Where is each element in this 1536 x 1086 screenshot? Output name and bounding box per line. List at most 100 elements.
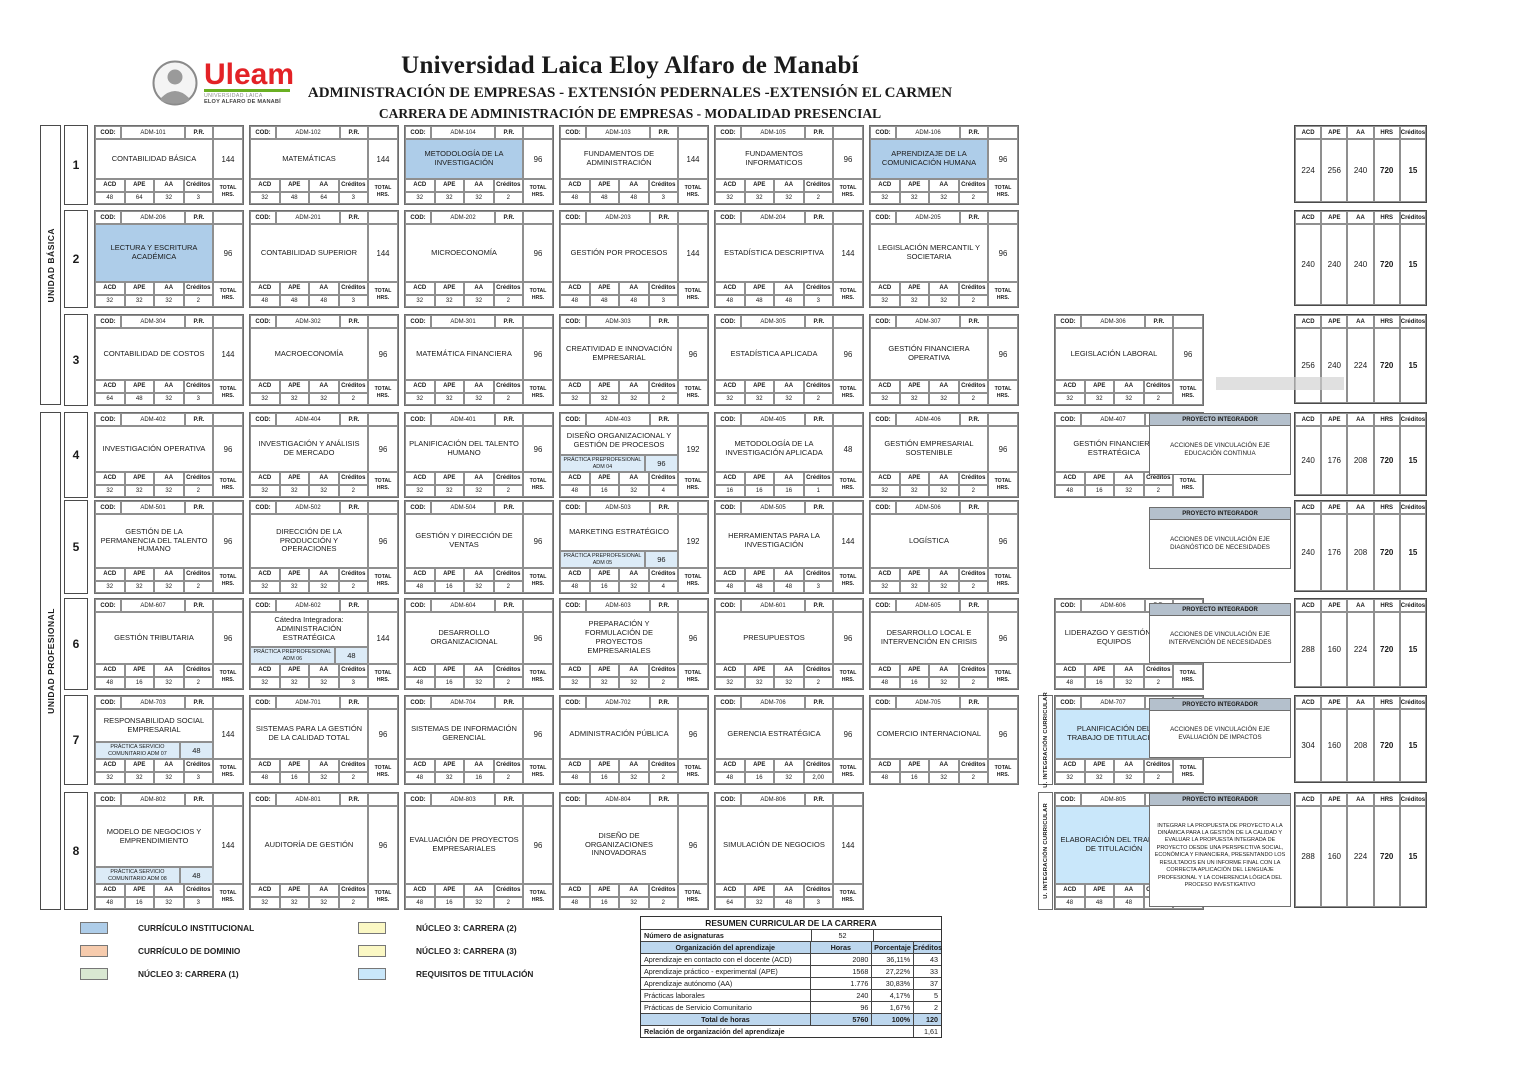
acd-value: 32 [405,392,435,405]
course-card-body: CONTABILIDAD DE COSTOS 144 [95,328,243,380]
creditos-value: 4 [648,484,678,497]
logo-text: Uleam UNIVERSIDAD LAICA ELOY ALFARO DE M… [204,60,294,105]
creditos-header: Créditos [338,884,368,897]
uleam-logo: Uleam UNIVERSIDAD LAICA ELOY ALFARO DE M… [152,60,294,106]
course-card-body: GESTIÓN FINANCIERA OPERATIVA 96 [870,328,1018,380]
course-card-footer: ACD APE AA Créditos 16 16 16 1 TOTAL HRS. [715,472,863,497]
pr-label: P.R. [495,793,523,806]
acd-header: ACD [405,179,435,192]
course-code: ADM-402 [121,413,185,426]
course-total-hours: 96 [678,709,708,759]
creditos-header: Créditos [803,884,833,897]
course-card-footer: ACD APE AA Créditos 48 64 32 3 TOTAL HRS. [95,179,243,204]
pr-label: P.R. [340,413,368,426]
legend-swatch [80,944,108,957]
aa-value: 32 [154,191,184,204]
course-name: GESTIÓN DE LA PERMANENCIA DEL TALENTO HU… [95,514,213,568]
acd-value: 48 [1055,676,1085,689]
creditos-header: Créditos [803,179,833,192]
acd-header: ACD [560,759,590,772]
ape-value: 16 [1084,676,1114,689]
ape-header: APE [744,664,774,677]
acd-header: ACD [560,884,590,897]
acd-value: 32 [560,676,590,689]
ape-value: 32 [899,580,929,593]
course-code: ADM-802 [121,793,185,806]
hours-breakdown: ACD APE AA Créditos 48 16 32 2 [1055,664,1173,689]
proyecto-integrador-box: PROYECTO INTEGRADOR ACCIONES DE VINCULACI… [1149,603,1291,663]
total-hrs-label: TOTAL HRS. [213,380,243,405]
acd-value: 32 [1055,771,1085,784]
course-name: ESTADÍSTICA DESCRIPTIVA [715,224,833,282]
totals-value-row: 288 160 224 720 15 [1295,806,1427,907]
semester-courses: COD: ADM-703 P.R. RESPONSABILIDAD SOCIAL EM… [94,692,1204,788]
creditos-header: Créditos [648,759,678,772]
total-hrs-label: TOTAL HRS. [833,282,863,307]
course-card-header: COD: ADM-803 P.R. [405,793,553,806]
hours-breakdown: ACD APE AA Créditos 32 32 32 2 [870,472,988,497]
acd-value: 32 [405,191,435,204]
acd-header: ACD [560,380,590,393]
semester-courses: COD: ADM-206 P.R. LECTURA Y ESCRITURA ACADÉ… [94,210,1204,308]
acd-header: ACD [95,664,125,677]
course-name: MATEMÁTICA FINANCIERA [405,328,523,380]
course-total-hours: 96 [368,806,398,884]
course-total-hours: 96 [833,328,863,380]
acd-header: ACD [95,884,125,897]
aa-header: AA [929,759,959,772]
legend-swatch [358,944,386,957]
cod-label: COD: [250,696,276,709]
course-card-body: CONTABILIDAD BÁSICA 144 [95,139,243,179]
hours-breakdown: ACD APE AA Créditos 48 32 16 2 [405,759,523,784]
course-code: ADM-505 [741,501,805,514]
total-hrs-label: TOTAL HRS. [678,179,708,204]
acd-value: 48 [715,771,745,784]
course-code: ADM-204 [741,211,805,224]
aa-header: AA [1347,501,1374,514]
course-total-hours: 96 [523,612,553,664]
acd-value: 48 [1055,484,1085,497]
ape-value: 32 [899,484,929,497]
ape-value: 16 [589,580,619,593]
course-card-body: CREATIVIDAD E INNOVACIÓN EMPRESARIAL 96 [560,328,708,380]
creditos-value: 2 [1143,676,1173,689]
ape-value: 16 [899,771,929,784]
course-name-area: MATEMÁTICAS [250,139,368,179]
ape-value: 32 [744,896,774,909]
semester-totals: ACD APE AA HRS Créditos 224 256 240 720 15 [1294,125,1427,203]
course-card: COD: ADM-701 P.R. SISTEMAS PARA LA GESTIÓN … [249,695,399,785]
course-card-body: INVESTIGACIÓN OPERATIVA 96 [95,426,243,472]
course-code: ADM-602 [276,599,340,612]
course-code: ADM-201 [276,211,340,224]
course-name: MATEMÁTICAS [250,139,368,179]
acd-header: ACD [870,282,900,295]
hours-top-cell [368,315,398,328]
course-code: ADM-205 [896,211,960,224]
practice-hours: 96 [644,551,678,568]
hours-top-cell [833,126,863,139]
page-title: Universidad Laica Eloy Alfaro de Manabí [401,52,859,79]
ape-header: APE [434,568,464,581]
total-acd: 288 [1295,612,1322,687]
acd-header: ACD [870,759,900,772]
total-hrs-label: TOTAL HRS. [833,884,863,909]
summary-row-horas: 96 [809,1002,872,1013]
course-card: COD: ADM-306 P.R. LEGISLACIÓN LABORAL 96 ACD A… [1054,314,1204,406]
total-hrs-label: TOTAL HRS. [988,179,1018,204]
course-code: ADM-306 [1081,315,1145,328]
total-creditos: 15 [1399,139,1427,202]
total-hrs-label: TOTAL HRS. [523,884,553,909]
course-name-area: GESTIÓN FINANCIERA OPERATIVA [870,328,988,380]
semester-totals: ACD APE AA HRS Créditos 288 160 224 720 15 [1294,598,1427,688]
course-total-hours: 96 [678,806,708,884]
hours-breakdown: ACD APE AA Créditos 48 16 32 4 [560,568,678,593]
ape-header: APE [899,380,929,393]
aa-value: 32 [929,676,959,689]
course-total-hours: 96 [523,224,553,282]
ape-value: 32 [744,191,774,204]
